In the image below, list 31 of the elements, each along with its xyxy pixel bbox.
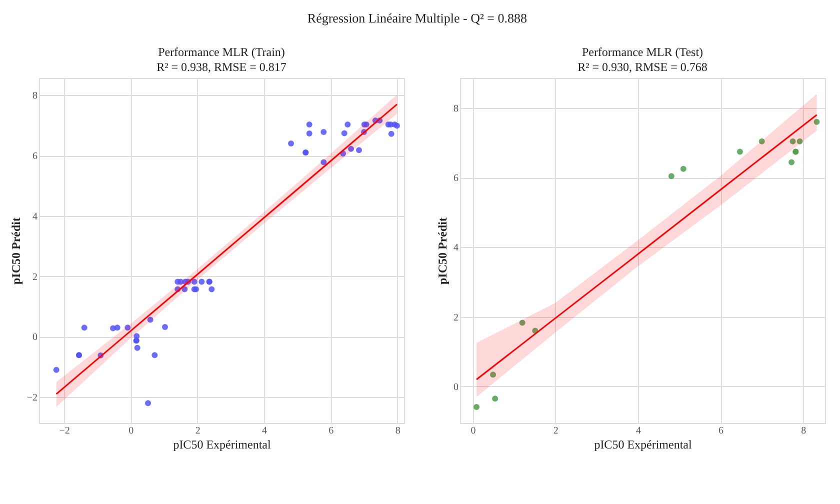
- x-tick-label: 2: [195, 426, 200, 436]
- x-tick-label: 4: [636, 426, 641, 436]
- chart-subtitle: R² = 0.930, RMSE = 0.768: [578, 60, 708, 74]
- x-tick-label: −2: [59, 426, 70, 436]
- y-tick-label: 2: [454, 312, 458, 324]
- y-tick-label: 8: [454, 103, 458, 114]
- x-tick-label: 8: [801, 426, 806, 436]
- text: Régression Linéaire Multiple - Q² = 0.888: [307, 10, 527, 26]
- y-tick-label: 0: [32, 332, 38, 344]
- x-tick-label: 8: [395, 426, 400, 436]
- y-axis-title: pIC50 Prédit: [436, 218, 450, 284]
- y-tick-label: 4: [32, 211, 38, 222]
- y-tick-label: 8: [32, 90, 38, 102]
- x-tick-label: 0: [470, 426, 476, 436]
- x-tick-label: 2: [553, 426, 558, 436]
- x-tick-label: 6: [328, 426, 334, 436]
- x-tick-label: 0: [128, 426, 134, 436]
- x-axis-title: pIC50 Expérimental: [594, 438, 692, 452]
- y-tick-label: 4: [454, 242, 458, 254]
- chart-title: Performance MLR (Test): [582, 45, 704, 59]
- chart-title: Performance MLR (Train): [158, 45, 285, 59]
- x-tick-label: 6: [718, 426, 724, 436]
- y-tick-label: 0: [454, 382, 458, 393]
- y-tick-label: 6: [32, 151, 38, 162]
- x-tick-label: 4: [262, 426, 267, 436]
- y-tick-label: −2: [26, 392, 38, 404]
- y-axis-title: pIC50 Prédit: [8, 218, 23, 284]
- y-tick-label: 6: [454, 173, 458, 184]
- x-axis-title: pIC50 Expérimental: [173, 438, 272, 452]
- chart-subtitle: R² = 0.938, RMSE = 0.817: [156, 60, 286, 74]
- y-tick-label: 2: [32, 272, 38, 283]
